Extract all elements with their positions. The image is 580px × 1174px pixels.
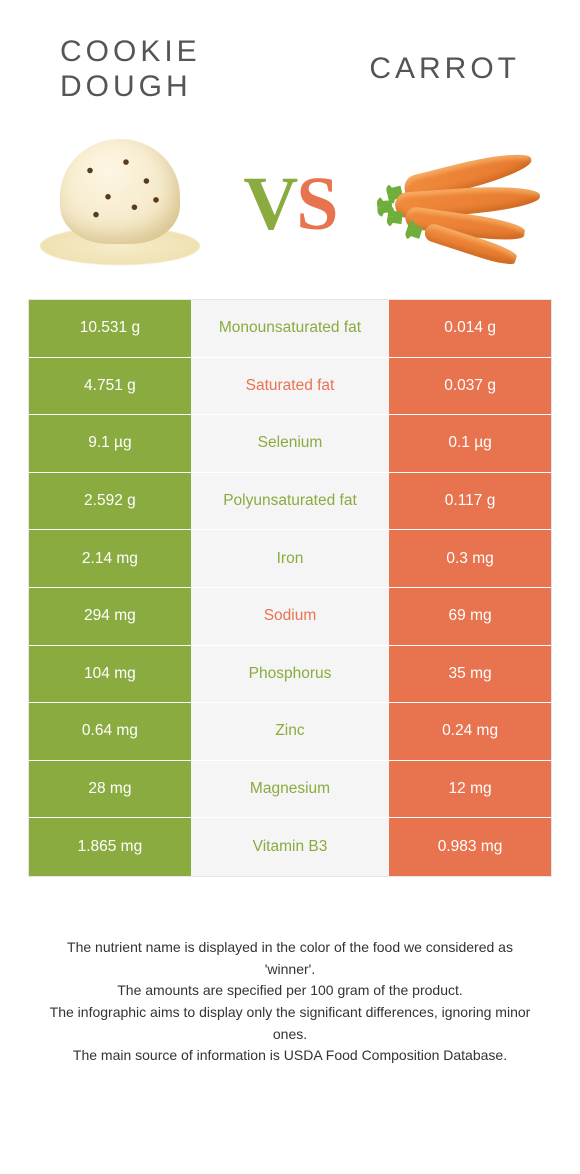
hero-row: VS [0, 124, 580, 299]
right-value: 35 mg [389, 646, 551, 703]
left-food-title-line2: DOUGH [60, 70, 192, 103]
table-row: 4.751 gSaturated fat0.037 g [29, 358, 551, 416]
vs-label: VS [243, 161, 336, 248]
header: COOKIE DOUGH CARROT [0, 0, 580, 124]
nutrient-name: Selenium [191, 415, 389, 472]
table-row: 2.592 gPolyunsaturated fat0.117 g [29, 473, 551, 531]
footer-line-1: The nutrient name is displayed in the co… [40, 937, 540, 980]
left-value: 28 mg [29, 761, 191, 818]
nutrient-name: Iron [191, 530, 389, 587]
nutrient-name: Polyunsaturated fat [191, 473, 389, 530]
table-row: 9.1 µgSelenium0.1 µg [29, 415, 551, 473]
left-value: 2.14 mg [29, 530, 191, 587]
table-row: 1.865 mgVitamin B30.983 mg [29, 818, 551, 876]
left-value: 4.751 g [29, 358, 191, 415]
left-value: 10.531 g [29, 300, 191, 357]
left-value: 1.865 mg [29, 818, 191, 876]
table-row: 294 mgSodium69 mg [29, 588, 551, 646]
left-value: 104 mg [29, 646, 191, 703]
left-food-title-line1: COOKIE [60, 35, 201, 68]
nutrient-name: Monounsaturated fat [191, 300, 389, 357]
left-value: 294 mg [29, 588, 191, 645]
nutrient-name: Saturated fat [191, 358, 389, 415]
right-value: 0.983 mg [389, 818, 551, 876]
vs-v: V [243, 162, 296, 246]
footer-line-3: The infographic aims to display only the… [40, 1002, 540, 1045]
nutrient-name: Sodium [191, 588, 389, 645]
right-value: 0.037 g [389, 358, 551, 415]
table-row: 104 mgPhosphorus35 mg [29, 646, 551, 704]
left-food-title: COOKIE DOUGH [60, 35, 201, 104]
right-value: 12 mg [389, 761, 551, 818]
table-row: 28 mgMagnesium12 mg [29, 761, 551, 819]
comparison-table: 10.531 gMonounsaturated fat0.014 g4.751 … [28, 299, 552, 877]
left-value: 0.64 mg [29, 703, 191, 760]
table-row: 10.531 gMonounsaturated fat0.014 g [29, 300, 551, 358]
right-value: 0.24 mg [389, 703, 551, 760]
nutrient-name: Vitamin B3 [191, 818, 389, 876]
right-value: 0.3 mg [389, 530, 551, 587]
right-value: 0.014 g [389, 300, 551, 357]
table-row: 2.14 mgIron0.3 mg [29, 530, 551, 588]
left-value: 2.592 g [29, 473, 191, 530]
vs-s: S [296, 162, 336, 246]
nutrient-name: Zinc [191, 703, 389, 760]
left-value: 9.1 µg [29, 415, 191, 472]
table-row: 0.64 mgZinc0.24 mg [29, 703, 551, 761]
carrot-image [370, 134, 550, 274]
right-value: 0.1 µg [389, 415, 551, 472]
right-value: 69 mg [389, 588, 551, 645]
right-value: 0.117 g [389, 473, 551, 530]
nutrient-name: Phosphorus [191, 646, 389, 703]
footer-notes: The nutrient name is displayed in the co… [40, 937, 540, 1067]
footer-line-2: The amounts are specified per 100 gram o… [40, 980, 540, 1002]
cookie-dough-image [30, 134, 210, 274]
right-food-title: CARROT [369, 52, 520, 87]
nutrient-name: Magnesium [191, 761, 389, 818]
footer-line-4: The main source of information is USDA F… [40, 1045, 540, 1067]
